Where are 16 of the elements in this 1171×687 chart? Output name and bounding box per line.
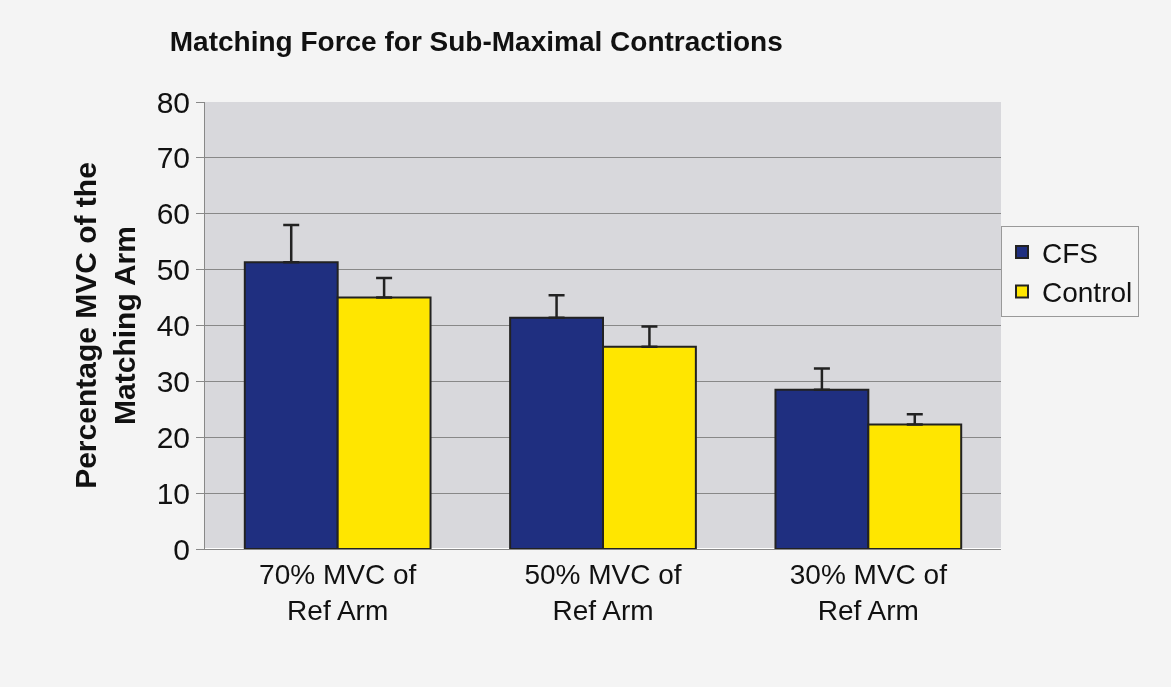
y-axis-title: Percentage MVC of the Matching Arm [68, 162, 141, 489]
y-tick-label: 40 [156, 309, 190, 342]
legend-label: CFS [1042, 237, 1098, 269]
x-tick-label: 70% MVC of Ref Arm [259, 558, 417, 626]
y-tick-label: 20 [156, 420, 190, 454]
y-tick-label: 70 [156, 141, 190, 175]
y-tick-label: 0 [173, 532, 190, 566]
y-tick-label: 30 [156, 364, 190, 398]
y-tick-label: 60 [156, 197, 190, 231]
y-tick-label: 50 [156, 253, 190, 287]
x-tick-label: 30% MVC of Ref Arm [789, 558, 948, 626]
y-tick-label: 80 [156, 85, 190, 119]
legend-label: Control [1042, 277, 1133, 309]
chart-title: Matching Force for Sub-Maximal Contractions [169, 25, 783, 57]
y-tick-label: 10 [156, 476, 190, 510]
x-tick-label: 50% MVC of Ref Arm [524, 558, 682, 626]
